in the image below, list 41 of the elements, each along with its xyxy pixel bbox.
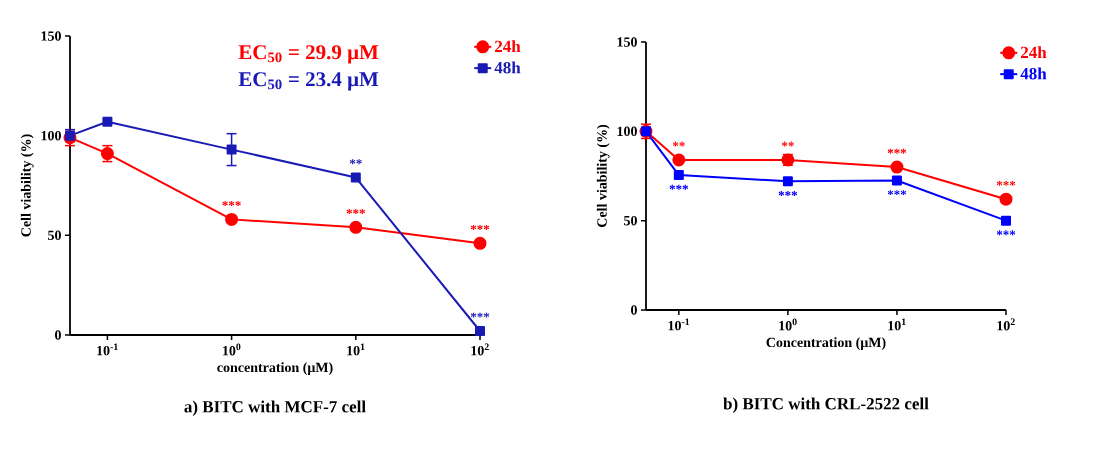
x-tick-label: 10$^{2}$	[997, 318, 1015, 331]
annotation: EC$_{50}$ = 29.9 μM	[238, 45, 379, 64]
y-axis-title: Cell viability (%)	[596, 124, 610, 228]
x-tick-label: 10$^{-1}$	[97, 343, 118, 356]
text: a) BITC with MCF-7 cell	[184, 400, 366, 416]
x-axis-title: Concentration (μM)	[766, 337, 886, 350]
x-tick-label: 10$^{0}$	[223, 343, 241, 356]
y-tick-label: 0	[631, 305, 637, 315]
x-tick-label: 10$^{1}$	[888, 318, 906, 331]
y-tick-label: 50	[624, 215, 637, 226]
annotation: ***	[996, 230, 1016, 236]
annotation: ***	[470, 312, 490, 318]
legend-label: 24h	[494, 40, 521, 52]
annotation: ***	[222, 201, 241, 206]
annotation: **	[349, 159, 362, 165]
annotation: ***	[669, 184, 689, 190]
y-tick-label: 150	[41, 31, 61, 41]
x-tick-label: 10$^{0}$	[779, 318, 797, 331]
annotation: **	[672, 141, 685, 147]
annotation: ***	[887, 148, 907, 154]
x-axis-title: concentration (μM)	[217, 362, 333, 375]
y-tick-label: 50	[48, 230, 61, 241]
text: b) BITC with CRL-2522 cell	[723, 397, 929, 413]
y-tick-label: 100	[617, 126, 637, 137]
y-tick-label: 0	[55, 330, 61, 340]
annotation: **	[781, 141, 794, 147]
annotation: ***	[996, 180, 1016, 186]
y-axis-title: Cell viability (%)	[20, 134, 34, 237]
y-tick-label: 150	[617, 37, 637, 47]
x-tick-label: 10$^{-1}$	[668, 318, 690, 331]
x-tick-label: 10$^{1}$	[347, 343, 365, 356]
annotation: ***	[346, 209, 366, 214]
annotation: ***	[470, 225, 490, 230]
legend-label: 48h	[494, 61, 521, 74]
annotation: ***	[887, 190, 907, 196]
legend-label: 48h	[1020, 67, 1047, 80]
legend-label: 24h	[1020, 46, 1047, 58]
y-tick-label: 100	[41, 130, 61, 141]
annotation: EC$_{50}$ = 23.4 μM	[238, 72, 379, 91]
annotation: ***	[778, 191, 798, 196]
x-tick-label: 10$^{2}$	[471, 343, 489, 356]
